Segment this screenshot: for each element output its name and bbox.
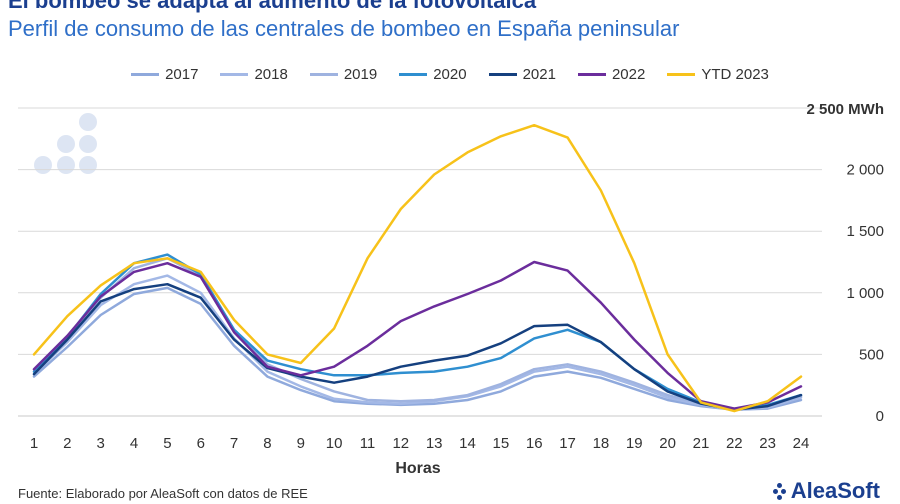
legend-label: 2021 (522, 66, 556, 83)
legend-swatch (220, 73, 249, 76)
legend-item: 2020 (399, 66, 467, 83)
brand-dots-icon (772, 483, 787, 500)
x-tick-label: 22 (726, 435, 743, 452)
x-tick-label: 2 (63, 435, 71, 452)
x-tick-label: 14 (459, 435, 476, 452)
decor-dot (34, 156, 52, 174)
x-tick-label: 16 (526, 435, 543, 452)
x-tick-label: 21 (693, 435, 710, 452)
legend-swatch (399, 73, 428, 76)
x-tick-label: 15 (493, 435, 510, 452)
legend-label: 2017 (165, 66, 199, 83)
y-unit-label: 2 500 MWh (806, 101, 884, 118)
gridlines (18, 107, 822, 417)
chart-title: El bombeo se adapta al aumento de la fot… (8, 0, 537, 13)
x-tick-label: 7 (230, 435, 238, 452)
legend-label: YTD 2023 (701, 66, 769, 83)
series-line-2018 (32, 274, 803, 412)
x-tick-label: 12 (392, 435, 409, 452)
legend-label: 2018 (254, 66, 288, 83)
y-tick-label: 1 000 (846, 285, 884, 302)
x-axis-title: Horas (395, 460, 440, 477)
legend-swatch (577, 73, 606, 76)
legend-label: 2020 (433, 66, 467, 83)
legend-swatch (131, 73, 160, 76)
decorative-dots (34, 113, 97, 174)
x-tick-label: 24 (793, 435, 810, 452)
x-tick-label: 9 (297, 435, 305, 452)
legend-item: 2019 (309, 66, 378, 83)
x-tick-label: 13 (426, 435, 443, 452)
series-line-2021 (32, 282, 803, 412)
series-lines (32, 123, 803, 413)
y-tick-label: 500 (859, 346, 884, 363)
legend-item: 2017 (131, 66, 198, 83)
brand-name: AleaSoft (790, 478, 880, 503)
x-tick-label: 17 (559, 435, 576, 452)
decor-dot (57, 156, 75, 174)
x-tick-label: 1 (30, 435, 38, 452)
y-tick-label: 1 500 (846, 223, 884, 240)
legend-swatch (309, 73, 338, 76)
x-tick-label: 8 (263, 435, 271, 452)
x-tick-label: 4 (130, 435, 138, 452)
chart-legend: 2017 2018 2019 2020 2021 2022 YTD 2023 (0, 66, 900, 83)
legend-item: YTD 2023 (667, 66, 769, 83)
decor-dot (79, 135, 97, 153)
series-line-ytd-2023 (32, 123, 803, 413)
chart-subtitle: Perfil de consumo de las centrales de bo… (8, 16, 680, 41)
legend-swatch (488, 73, 517, 76)
source-note: Fuente: Elaborado por AleaSoft con datos… (18, 486, 308, 501)
x-tick-label: 19 (626, 435, 643, 452)
x-tick-label: 6 (197, 435, 205, 452)
legend-label: 2019 (343, 66, 378, 83)
decor-dot (79, 113, 97, 131)
x-axis-ticks: 1 2 3 4 5 6 7 8 9 10 11 12 13 14 15 16 17 18 19 20 21 22 23 24 (30, 435, 810, 452)
decor-dot (57, 135, 75, 153)
legend-item: 2018 (220, 66, 288, 83)
y-axis-ticks: 0 500 1 000 1 500 2 000 (846, 162, 884, 425)
x-tick-label: 5 (163, 435, 171, 452)
x-tick-label: 20 (659, 435, 676, 452)
series-line-2022 (32, 260, 803, 410)
y-tick-label: 2 000 (846, 162, 884, 179)
x-tick-label: 11 (360, 435, 376, 452)
x-tick-label: 10 (326, 435, 343, 452)
legend-swatch (667, 73, 696, 76)
legend-item: 2021 (488, 66, 556, 83)
series-line-2020 (32, 253, 803, 412)
x-tick-label: 23 (759, 435, 776, 452)
legend-item: 2022 (577, 66, 646, 83)
decor-dot (79, 156, 97, 174)
brand-logo: AleaSoft (772, 478, 880, 504)
y-tick-label: 0 (876, 408, 884, 425)
x-tick-label: 3 (97, 435, 105, 452)
series-line-2017 (32, 286, 803, 412)
legend-label: 2022 (611, 66, 646, 83)
x-tick-label: 18 (593, 435, 610, 452)
